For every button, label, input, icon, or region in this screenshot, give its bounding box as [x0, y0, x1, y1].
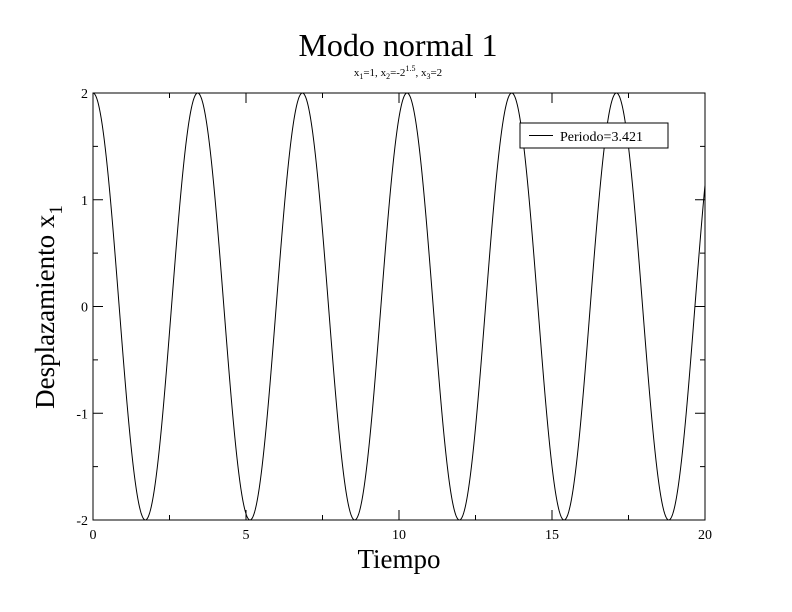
x-tick-label: 0 — [90, 528, 97, 543]
series-layer — [92, 92, 706, 521]
x-axis-label: Tiempo — [357, 544, 440, 574]
y-axis-label: Desplazamiento x1 — [30, 205, 67, 409]
chart-title: Modo normal 1 — [298, 27, 497, 63]
y-tick-label: -2 — [76, 514, 88, 529]
x-tick-label: 15 — [545, 528, 559, 543]
series-line — [92, 92, 706, 521]
y-tick-label: 1 — [81, 194, 88, 209]
x-tick-label: 5 — [243, 528, 250, 543]
chart-subtitle: x1=1, x2=-21.5, x3=2 — [354, 64, 442, 81]
y-tick-label: 0 — [81, 301, 88, 316]
y-tick-label: 2 — [81, 87, 88, 102]
y-tick-label: -1 — [76, 407, 88, 422]
plot-frame — [92, 92, 706, 521]
legend-entry-label: Periodo=3.421 — [560, 130, 643, 145]
legend: Periodo=3.421 — [519, 122, 669, 149]
x-tick-label: 10 — [392, 528, 406, 543]
x-tick-label: 20 — [698, 528, 712, 543]
